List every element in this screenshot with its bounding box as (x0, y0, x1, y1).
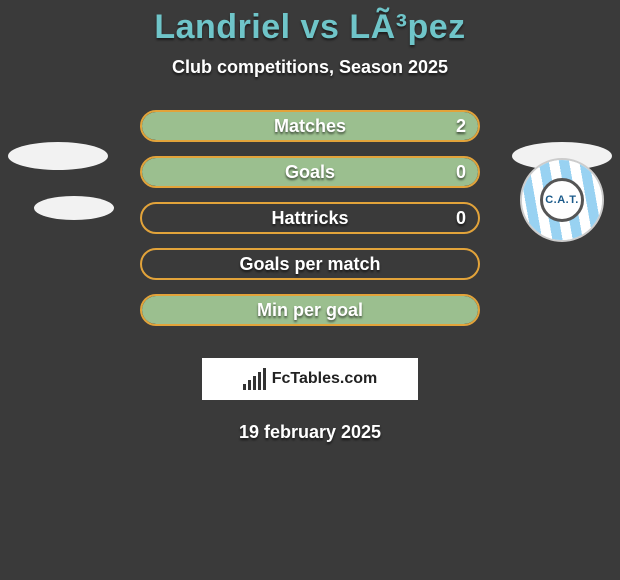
stat-bar: Hattricks 0 (140, 202, 480, 234)
stat-bar: Matches 2 (140, 110, 480, 142)
attribution-badge: FcTables.com (202, 358, 418, 400)
stat-value-right: 2 (456, 116, 466, 137)
stat-label: Matches (274, 116, 346, 137)
bars-icon (243, 368, 266, 390)
attribution-text: FcTables.com (272, 370, 378, 388)
page-title: Landriel vs LÃ³pez (154, 8, 465, 47)
stat-row: Hattricks 0 (0, 202, 620, 234)
stat-label: Goals per match (239, 254, 380, 275)
stat-label: Hattricks (271, 208, 348, 229)
stat-label: Min per goal (257, 300, 363, 321)
stat-bar: Goals 0 (140, 156, 480, 188)
stat-bar: Min per goal (140, 294, 480, 326)
stat-value-right: 0 (456, 208, 466, 229)
stat-row: Goals 0 (0, 156, 620, 188)
comparison-card: Landriel vs LÃ³pez Club competitions, Se… (0, 0, 620, 443)
stat-row: Matches 2 (0, 110, 620, 142)
stats-area: C.A.T. Matches2Goals0Hattricks0Goals per… (0, 110, 620, 340)
page-subtitle: Club competitions, Season 2025 (172, 57, 448, 78)
stat-value-right: 0 (456, 162, 466, 183)
date-label: 19 february 2025 (239, 422, 381, 443)
stat-label: Goals (285, 162, 335, 183)
stat-row: Goals per match (0, 248, 620, 280)
stat-bar: Goals per match (140, 248, 480, 280)
stat-row: Min per goal (0, 294, 620, 326)
